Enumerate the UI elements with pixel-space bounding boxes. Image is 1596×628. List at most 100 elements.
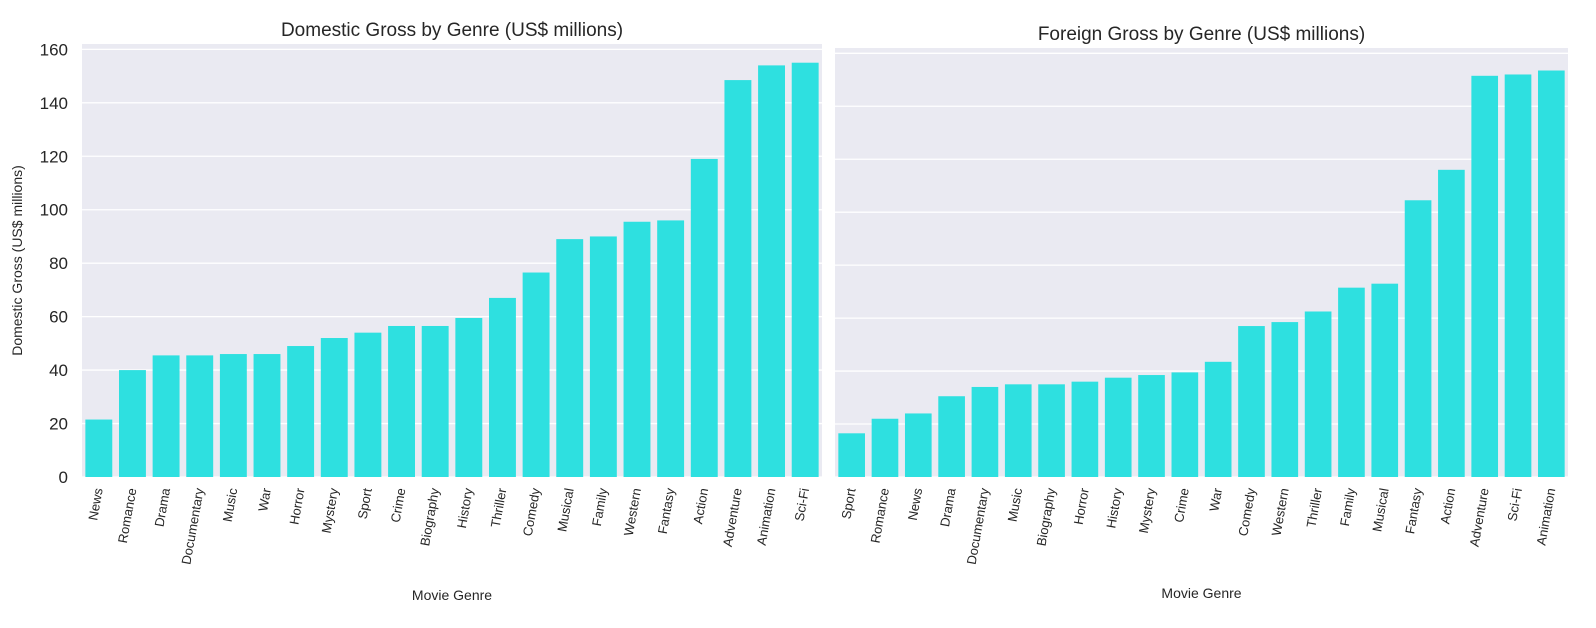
domestic-y-tick-label: 40: [49, 361, 68, 380]
foreign-x-tick-label: Animation: [1533, 487, 1558, 547]
domestic-bar-romance: [119, 370, 146, 477]
domestic-x-tick-label: Drama: [151, 486, 173, 528]
foreign-bars: [838, 70, 1565, 478]
domestic-bar-biography: [421, 325, 449, 477]
domestic-y-tick-label: 160: [40, 40, 68, 59]
foreign-x-axis-label: Movie Genre: [1161, 585, 1241, 601]
domestic-x-tick-label: Musical: [554, 487, 576, 533]
foreign-bar-musical: [1371, 283, 1399, 477]
foreign-bar-news: [904, 413, 932, 477]
domestic-x-tick-label: Adventure: [720, 487, 745, 548]
foreign-chart-title: Foreign Gross by Genre (US$ millions): [1038, 24, 1365, 45]
foreign-bar-mystery: [1138, 375, 1165, 477]
foreign-bar-action: [1438, 169, 1465, 477]
domestic-bar-family: [589, 236, 617, 477]
domestic-bars: [85, 62, 819, 478]
domestic-bar-animation: [758, 65, 785, 477]
domestic-x-tick-label: Comedy: [520, 486, 543, 537]
foreign-bar-adventure: [1471, 75, 1499, 478]
foreign-x-tick-label: Romance: [867, 487, 891, 544]
foreign-x-tick-label: Action: [1437, 487, 1458, 525]
domestic-x-tick-label: Sport: [355, 487, 375, 521]
foreign-bar-comedy: [1238, 326, 1265, 477]
domestic-chart-title: Domestic Gross by Genre (US$ millions): [281, 20, 623, 41]
domestic-bar-musical: [556, 239, 584, 477]
domestic-bar-western: [623, 221, 651, 477]
domestic-bar-history: [455, 317, 483, 477]
foreign-bar-biography: [1038, 384, 1065, 477]
domestic-bar-fantasy: [657, 220, 685, 477]
foreign-x-tick-label: Family: [1337, 486, 1359, 527]
foreign-x-tick-label: Adventure: [1467, 487, 1492, 548]
foreign-x-tick-label: Fantasy: [1402, 486, 1425, 535]
foreign-bar-music: [1004, 384, 1032, 477]
domestic-bar-news: [85, 419, 113, 477]
domestic-bar-war: [253, 354, 281, 477]
foreign-x-tick-label: Sport: [838, 487, 858, 521]
foreign-x-tick-label: News: [905, 486, 926, 521]
domestic-bar-drama: [152, 355, 180, 477]
domestic-x-tick-label: Family: [589, 486, 611, 527]
foreign-bar-sport: [838, 433, 865, 477]
domestic-bar-sport: [354, 332, 382, 477]
domestic-x-tick-label: Animation: [754, 487, 779, 547]
foreign-bar-war: [1204, 361, 1232, 477]
foreign-x-tick-label: Musical: [1369, 487, 1391, 533]
domestic-bar-adventure: [724, 80, 752, 477]
foreign-x-tick-label: Comedy: [1235, 486, 1258, 537]
domestic-x-axis-label: Movie Genre: [412, 587, 492, 603]
foreign-bar-family: [1338, 287, 1365, 477]
foreign-bar-crime: [1171, 372, 1199, 477]
domestic-x-tick-label: Thriller: [488, 486, 510, 528]
domestic-x-tick-label: Horror: [286, 486, 307, 526]
domestic-x-tick-label: Fantasy: [655, 486, 678, 535]
foreign-x-tick-label: Music: [1005, 486, 1026, 523]
domestic-bar-music: [219, 354, 247, 477]
foreign-bar-documentary: [971, 386, 999, 477]
domestic-x-tick-label: Documentary: [178, 486, 206, 565]
foreign-bar-history: [1104, 377, 1132, 477]
domestic-bar-thriller: [489, 297, 516, 477]
foreign-x-tick-label: Mystery: [1136, 486, 1159, 534]
domestic-y-axis-label: Domestic Gross (US$ millions): [9, 165, 25, 356]
foreign-gross-chart: Sport Romance News Drama Documentary Music Bio…: [835, 24, 1568, 601]
domestic-bar-documentary: [186, 355, 214, 477]
foreign-x-tick-label: Western: [1269, 487, 1292, 537]
domestic-x-tick-label: Biography: [417, 486, 442, 547]
domestic-bar-action: [690, 158, 718, 477]
domestic-bar-crime: [388, 325, 415, 477]
foreign-x-tick-label: Biography: [1034, 486, 1059, 547]
domestic-x-tick-label: Western: [621, 487, 644, 537]
domestic-bar-mystery: [320, 338, 348, 477]
domestic-x-tick-label: Action: [690, 487, 711, 525]
foreign-bar-fantasy: [1404, 200, 1432, 477]
domestic-x-tick-label: War: [255, 486, 274, 512]
domestic-x-tick-label: Crime: [388, 487, 409, 524]
domestic-x-tick-label: History: [454, 486, 476, 529]
foreign-x-ticks: Sport Romance News Drama Documentary Music Bio…: [838, 486, 1558, 565]
foreign-x-tick-label: Drama: [937, 486, 959, 528]
foreign-bar-drama: [938, 396, 965, 477]
foreign-bar-horror: [1071, 381, 1099, 477]
foreign-bar-romance: [871, 418, 899, 477]
domestic-y-ticks: 0 20 40 60 80 100 120 140 160: [40, 40, 68, 487]
domestic-y-tick-label: 120: [40, 147, 68, 166]
domestic-y-tick-label: 0: [59, 468, 68, 487]
foreign-x-tick-label: History: [1103, 486, 1125, 529]
foreign-bar-thriller: [1304, 311, 1332, 477]
domestic-x-ticks: News Romance Drama Documentary Music War Horro…: [85, 486, 812, 565]
foreign-x-tick-label: Sci-Fi: [1504, 487, 1525, 522]
domestic-y-tick-label: 20: [49, 415, 68, 434]
domestic-x-tick-label: Romance: [115, 487, 139, 544]
foreign-x-tick-label: Documentary: [964, 486, 992, 565]
foreign-bar-animation: [1538, 70, 1565, 477]
domestic-x-tick-label: Sci-Fi: [792, 487, 813, 522]
domestic-x-tick-label: Music: [220, 486, 241, 523]
domestic-y-tick-label: 140: [40, 94, 68, 113]
domestic-y-tick-label: 100: [40, 201, 68, 220]
foreign-x-tick-label: War: [1206, 486, 1225, 512]
foreign-x-tick-label: Thriller: [1303, 486, 1325, 528]
domestic-bar-comedy: [522, 272, 550, 477]
